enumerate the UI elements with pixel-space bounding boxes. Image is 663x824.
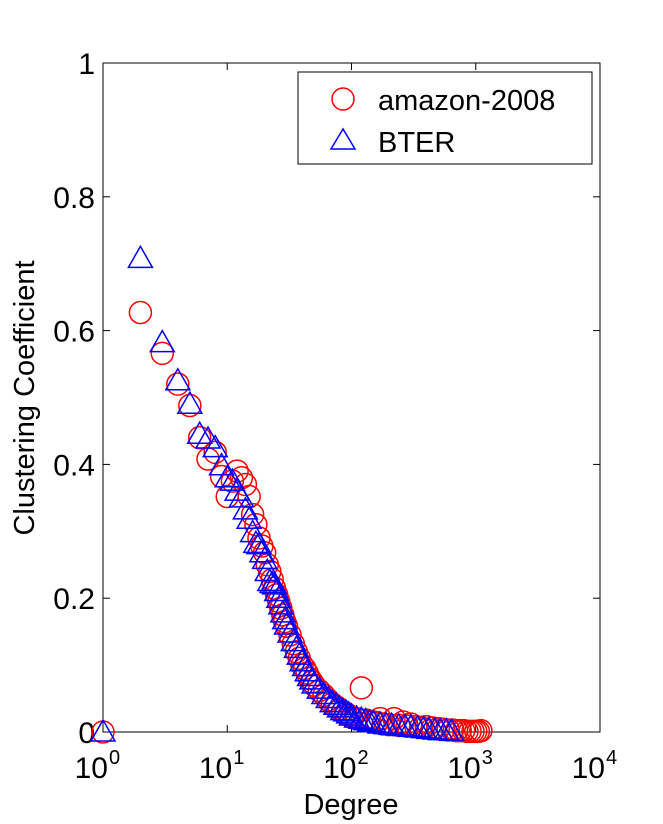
data-point-triangle [201, 434, 229, 458]
x-axis-title: Degree [303, 789, 398, 821]
data-point-triangle [186, 420, 213, 445]
x-tick-exponent: 1 [233, 747, 244, 769]
data-point-triangle [273, 611, 300, 635]
data-point-triangle [232, 496, 259, 520]
x-tick-label: 10 [447, 752, 480, 785]
legend-circle-icon [331, 87, 355, 111]
data-point-triangle [271, 606, 298, 630]
x-tick-exponent: 4 [606, 747, 617, 769]
data-point-triangle [251, 545, 278, 570]
data-point-triangle [310, 681, 338, 705]
data-point-circle [240, 502, 265, 527]
y-tick-label: 0.4 [53, 449, 95, 482]
y-tick-label: 0.2 [53, 583, 95, 616]
data-point-triangle [348, 705, 375, 730]
plot-area [102, 62, 601, 733]
data-point-triangle [438, 717, 465, 742]
x-tick-label: 10 [199, 752, 232, 785]
data-point-triangle [300, 670, 328, 694]
data-point-triangle [89, 718, 117, 742]
data-point-circle [178, 393, 202, 418]
data-point-triangle [360, 709, 387, 733]
data-point-triangle [318, 689, 346, 713]
data-point-circle [128, 300, 153, 325]
data-point-circle [150, 341, 175, 366]
data-point-triangle [322, 691, 350, 715]
data-point-triangle [343, 704, 370, 728]
x-tick-exponent: 2 [358, 747, 369, 769]
y-tick-label: 0.6 [53, 316, 95, 349]
legend-label-bter: BTER [378, 127, 455, 159]
x-tick-label: 10 [572, 752, 605, 785]
data-point-circle [244, 512, 268, 537]
legend-triangle-icon [329, 127, 357, 150]
legend: amazon-2008 BTER [297, 71, 593, 165]
y-axis-title: Clustering Coefficient [9, 260, 41, 535]
data-point-triangle [213, 464, 241, 488]
data-point-circle [349, 676, 374, 700]
x-tick-exponent: 3 [482, 747, 493, 769]
x-tick-label: 10 [323, 752, 356, 785]
x-tick-exponent: 0 [109, 747, 120, 769]
series-BTER [89, 244, 465, 742]
data-point-triangle [164, 367, 192, 391]
data-point-triangle [148, 329, 176, 353]
data-point-triangle [235, 505, 263, 530]
y-tick-label: 0.8 [53, 182, 95, 215]
data-point-triangle [332, 698, 360, 722]
data-point-triangle [176, 390, 204, 414]
y-tick-label: 1 [78, 48, 95, 81]
x-tick-label: 10 [75, 752, 108, 785]
data-point-triangle [335, 700, 363, 724]
data-point-triangle [219, 467, 246, 491]
data-point-triangle [228, 484, 255, 508]
legend-label-amazon: amazon-2008 [378, 85, 555, 117]
x-axis: 10 0 10 1 10 2 10 3 10 4 [75, 63, 617, 785]
data-point-triangle [283, 634, 310, 659]
data-point-circle [469, 718, 493, 743]
data-series [89, 244, 493, 744]
data-point-triangle [276, 619, 304, 643]
data-point-triangle [305, 675, 333, 699]
data-point-triangle [248, 539, 276, 563]
y-axis: 00.20.40.60.81 [53, 48, 600, 750]
data-point-triangle [127, 244, 154, 269]
data-point-circle [166, 372, 190, 396]
data-point-triangle [239, 519, 266, 543]
data-point-triangle [245, 531, 273, 555]
data-point-triangle [352, 707, 379, 731]
data-point-triangle [269, 599, 297, 623]
